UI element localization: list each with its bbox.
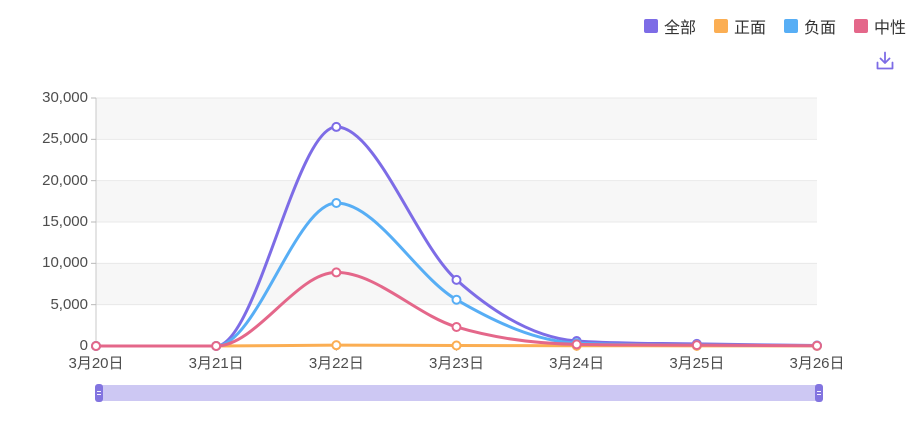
legend: 全部 正面 负面 中性 [643,14,906,38]
x-axis-label: 3月21日 [188,355,244,372]
legend-label-positive: 正面 [733,20,766,37]
data-point[interactable] [451,294,462,305]
y-axis-label: 10,000 [42,254,88,272]
data-point[interactable] [451,274,462,285]
legend-item-negative[interactable]: 负面 [783,14,836,38]
x-axis-label: 3月24日 [549,355,605,372]
data-point[interactable] [571,339,582,350]
datazoom-slider[interactable] [95,379,823,407]
data-point[interactable] [451,321,462,332]
split-area-band [96,98,817,140]
data-point[interactable] [331,267,342,278]
data-point[interactable] [331,340,342,351]
split-area-band [96,139,817,181]
data-point[interactable] [812,340,822,351]
data-point[interactable] [331,197,342,208]
x-axis-label: 3月26日 [789,355,845,372]
data-point[interactable] [691,340,702,351]
legend-item-all[interactable]: 全部 [643,14,696,38]
y-axis-label: 20,000 [42,171,88,189]
y-axis-label: 5,000 [50,295,88,313]
datazoom-handle-left[interactable] [95,379,103,407]
datazoom-handle-right[interactable] [815,379,823,407]
legend-swatch-positive [713,19,728,33]
split-area-band [96,180,817,222]
data-point[interactable] [211,341,222,351]
legend-label-neutral: 中性 [873,20,906,37]
legend-swatch-all [643,19,658,33]
legend-swatch-negative [783,19,798,33]
data-point[interactable] [331,121,342,132]
data-point[interactable] [451,340,462,351]
y-axis-label: 0 [79,337,88,354]
legend-label-all: 全部 [663,20,696,37]
legend-item-positive[interactable]: 正面 [713,14,766,38]
x-axis-label: 3月23日 [428,355,485,372]
split-area-band [96,222,817,264]
download-icon [876,51,894,70]
x-axis-label: 3月20日 [68,355,124,372]
legend-swatch-neutral [853,19,868,33]
legend-item-neutral[interactable]: 中性 [853,14,906,38]
data-point[interactable] [91,341,101,351]
y-axis-label: 30,000 [42,89,88,106]
y-axis-label: 25,000 [42,130,88,148]
y-axis-label: 15,000 [42,213,88,230]
x-axis-label: 3月25日 [669,355,725,372]
legend-label-negative: 负面 [803,20,836,37]
download-button[interactable] [873,49,897,73]
x-axis-label: 3月22日 [308,355,364,372]
